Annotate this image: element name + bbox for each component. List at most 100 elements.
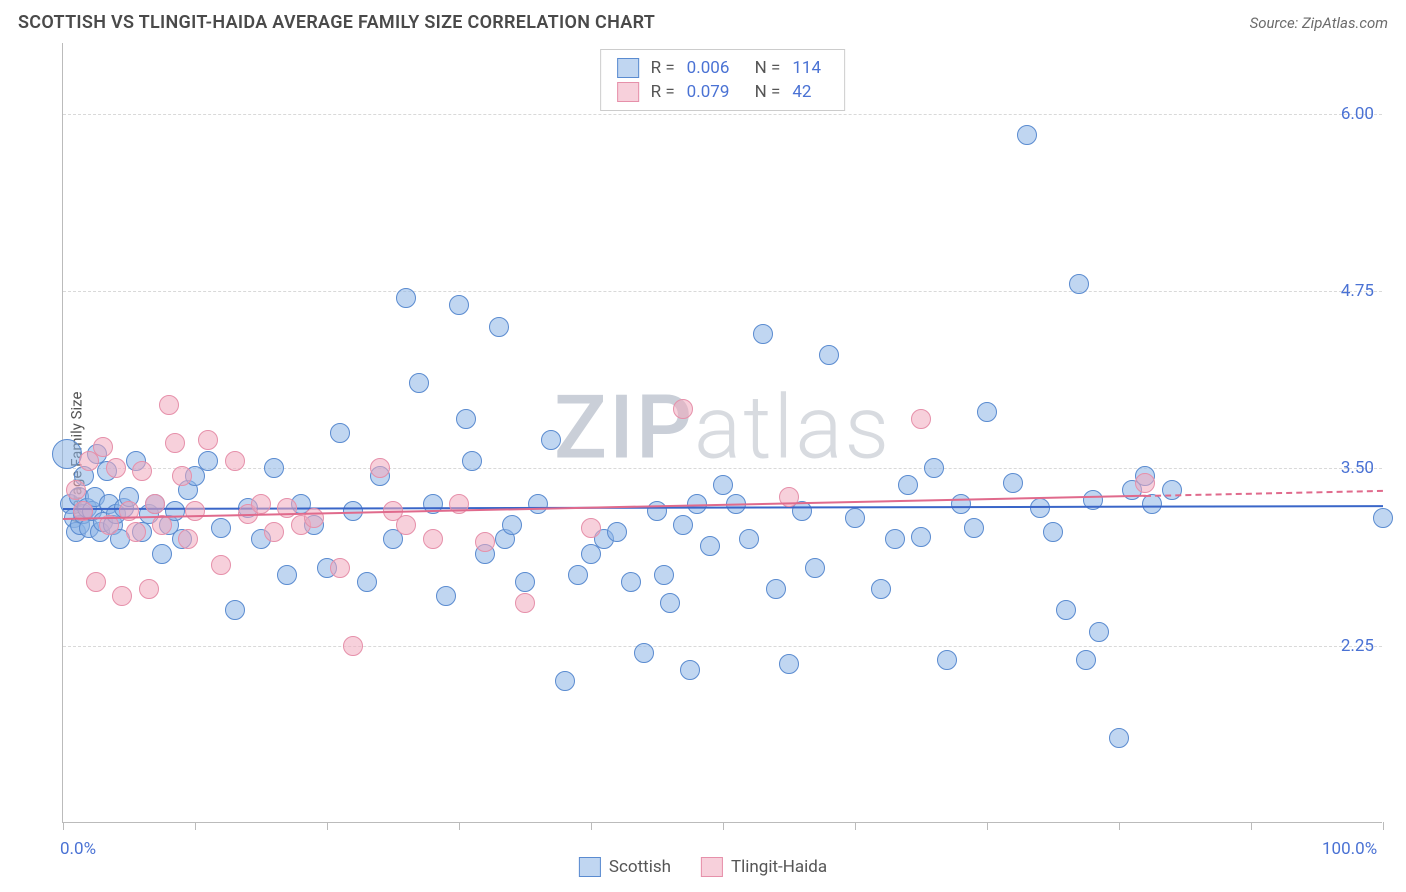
legend-item: Tlingit-Haida: [701, 857, 827, 877]
data-point: [766, 579, 786, 599]
data-point: [1069, 274, 1089, 294]
data-point: [330, 423, 350, 443]
data-point: [225, 600, 245, 620]
plot-area: ZIPatlas R = 0.006 N = 114R =0.079N =42 2.2…: [62, 43, 1382, 823]
data-point: [112, 586, 132, 606]
data-point: [423, 529, 443, 549]
x-tick: [1383, 822, 1384, 830]
data-point: [634, 643, 654, 663]
data-point: [357, 572, 377, 592]
n-label: N =: [755, 58, 781, 78]
grid-line: [63, 114, 1382, 115]
data-point: [911, 409, 931, 429]
data-point: [277, 565, 297, 585]
watermark: ZIPatlas: [554, 376, 891, 479]
data-point: [165, 433, 185, 453]
legend-item: Scottish: [579, 857, 671, 877]
grid-line: [63, 646, 1382, 647]
data-point: [964, 518, 984, 538]
chart-container: Average Family Size ZIPatlas R =0.006N =…: [18, 43, 1388, 873]
data-point: [1017, 125, 1037, 145]
data-point: [52, 439, 82, 469]
data-point: [911, 527, 931, 547]
r-label: R =: [651, 82, 675, 102]
x-tick: [723, 822, 724, 830]
data-point: [436, 586, 456, 606]
data-point: [581, 518, 601, 538]
y-tick-label: 3.50: [1341, 458, 1374, 478]
data-point: [66, 480, 86, 500]
correlation-stats-box: R = 0.006 N = 114R =0.079N =42: [600, 49, 846, 111]
n-label: N =: [755, 82, 781, 102]
data-point: [409, 373, 429, 393]
data-point: [885, 529, 905, 549]
data-point: [139, 579, 159, 599]
y-tick-label: 6.00: [1341, 104, 1374, 124]
data-point: [264, 458, 284, 478]
data-point: [106, 458, 126, 478]
data-point: [805, 558, 825, 578]
data-point: [739, 529, 759, 549]
data-point: [713, 475, 733, 495]
x-tick: [327, 822, 328, 830]
source-name: ZipAtlas.com: [1302, 14, 1388, 32]
data-point: [1056, 600, 1076, 620]
data-point: [132, 461, 152, 481]
data-point: [330, 558, 350, 578]
stats-row: R =0.079N =42: [617, 80, 829, 104]
data-point: [937, 650, 957, 670]
grid-line: [63, 468, 1382, 469]
r-label: R =: [651, 58, 675, 78]
legend-label: Scottish: [609, 857, 671, 877]
data-point: [211, 555, 231, 575]
data-point: [304, 508, 324, 528]
data-point: [86, 572, 106, 592]
data-point: [871, 579, 891, 599]
data-point: [898, 475, 918, 495]
data-point: [680, 660, 700, 680]
data-point: [541, 430, 561, 450]
data-point: [126, 522, 146, 542]
data-point: [172, 466, 192, 486]
data-point: [660, 593, 680, 613]
data-point: [152, 544, 172, 564]
n-value: 114: [792, 58, 828, 78]
chart-legend: Scottish Tlingit-Haida: [579, 857, 827, 877]
source-label: Source:: [1250, 14, 1299, 32]
data-point: [1089, 622, 1109, 642]
x-axis-label: 100.0%: [1322, 839, 1377, 859]
y-tick-label: 4.75: [1341, 281, 1374, 301]
x-tick: [1119, 822, 1120, 830]
x-axis-label: 0.0%: [60, 839, 96, 859]
data-point: [779, 654, 799, 674]
x-tick: [1251, 822, 1252, 830]
data-point: [449, 295, 469, 315]
data-point: [264, 522, 284, 542]
r-value: 0.006: [687, 58, 743, 78]
x-tick: [63, 822, 64, 830]
source-attribution: Source: ZipAtlas.com: [1250, 14, 1388, 32]
data-point: [396, 288, 416, 308]
data-point: [251, 494, 271, 514]
data-point: [845, 508, 865, 528]
data-point: [178, 529, 198, 549]
data-point: [951, 494, 971, 514]
data-point: [647, 501, 667, 521]
x-tick: [459, 822, 460, 830]
data-point: [1030, 498, 1050, 518]
data-point: [924, 458, 944, 478]
y-tick-label: 2.25: [1341, 636, 1374, 656]
data-point: [456, 409, 476, 429]
data-point: [198, 451, 218, 471]
data-point: [198, 430, 218, 450]
data-point: [93, 437, 113, 457]
data-point: [502, 515, 522, 535]
data-point: [515, 593, 535, 613]
chart-title: SCOTTISH VS TLINGIT-HAIDA AVERAGE FAMILY…: [18, 12, 655, 33]
x-tick: [591, 822, 592, 830]
legend-label: Tlingit-Haida: [731, 857, 827, 877]
data-point: [515, 572, 535, 592]
data-point: [568, 565, 588, 585]
data-point: [819, 345, 839, 365]
data-point: [1109, 728, 1129, 748]
